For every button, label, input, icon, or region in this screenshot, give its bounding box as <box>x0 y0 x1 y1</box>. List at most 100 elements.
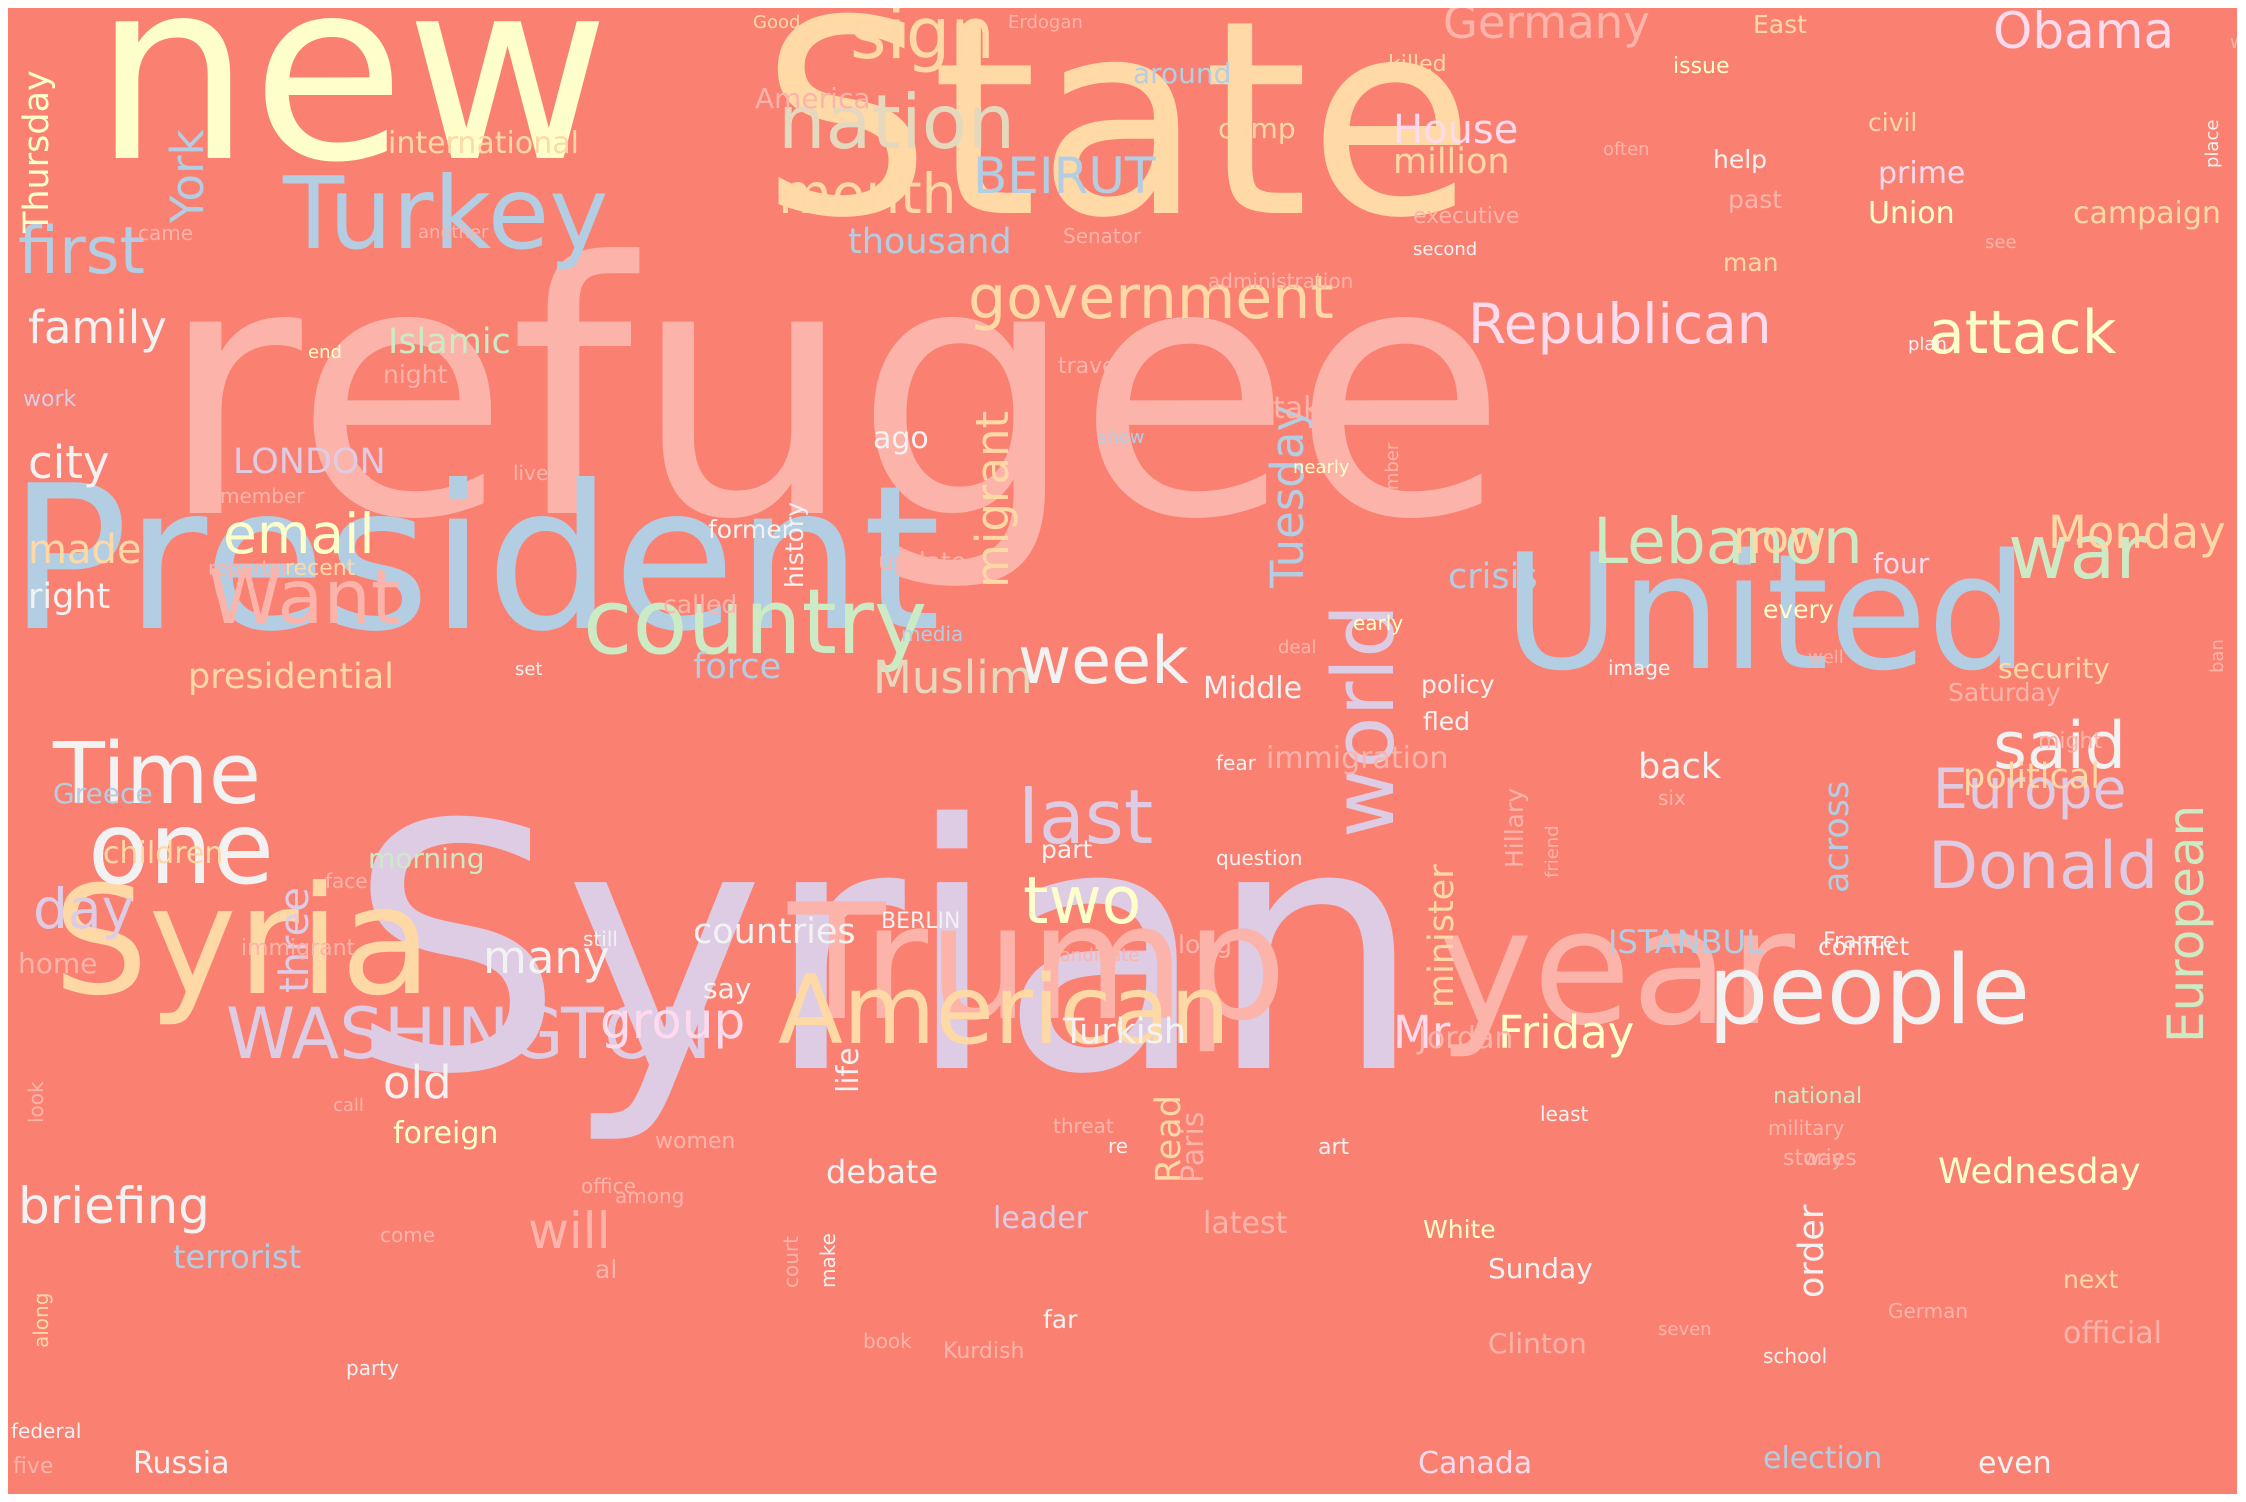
cloud-word: European <box>2157 805 2215 1043</box>
cloud-word: came <box>138 221 193 245</box>
cloud-word: stories <box>1783 1146 1857 1171</box>
cloud-word: Thursday <box>17 70 57 234</box>
cloud-word: re <box>1108 1134 1128 1158</box>
cloud-word: prime <box>1878 156 1965 191</box>
cloud-word: Trump <box>787 869 1287 1056</box>
cloud-word: order <box>1792 1204 1832 1298</box>
cloud-word: BEIRUT <box>973 147 1156 205</box>
cloud-word: Union <box>1868 196 1955 231</box>
cloud-word: federal <box>11 1419 81 1443</box>
cloud-word: latest <box>1203 1206 1288 1241</box>
cloud-word: four <box>1873 547 1930 580</box>
cloud-word: past <box>1728 185 1782 214</box>
cloud-word: minister <box>1422 864 1462 1008</box>
cloud-word: without <box>2230 32 2237 53</box>
cloud-word: America <box>755 82 871 115</box>
cloud-word: travel <box>1058 354 1122 379</box>
cloud-word: ISTANBUL <box>1608 923 1764 961</box>
cloud-word: killed <box>1388 52 1447 77</box>
cloud-word: plan <box>1908 334 1947 355</box>
cloud-word: issue <box>1673 54 1730 79</box>
cloud-word: presidential <box>188 657 394 697</box>
cloud-word: Germany <box>1443 8 1650 49</box>
cloud-word: York <box>161 129 214 224</box>
cloud-word: official <box>2063 1316 2162 1351</box>
cloud-word: Obama <box>1993 8 2174 60</box>
cloud-word: German <box>1888 1299 1968 1323</box>
cloud-word: right <box>28 577 110 617</box>
cloud-word: Senator <box>1063 224 1142 248</box>
cloud-word: question <box>1216 846 1302 870</box>
cloud-word: least <box>1540 1102 1589 1126</box>
cloud-word: Wednesday <box>1938 1152 2141 1192</box>
cloud-word: children <box>103 836 223 871</box>
cloud-word: WASHINGTON <box>226 993 711 1075</box>
cloud-word: look <box>24 1081 48 1123</box>
cloud-word: Hillary <box>1500 788 1529 868</box>
cloud-word: old <box>383 1056 452 1109</box>
cloud-word: force <box>693 647 781 687</box>
cloud-word: briefing <box>18 1177 210 1235</box>
cloud-word: every <box>1763 595 1834 624</box>
cloud-word: Middle <box>1203 671 1302 706</box>
cloud-word: Kurdish <box>943 1339 1024 1364</box>
cloud-word: Canada <box>1418 1446 1532 1481</box>
cloud-word: home <box>18 947 97 980</box>
cloud-word: Republican <box>1468 292 1772 356</box>
cloud-word: al <box>595 1255 617 1284</box>
cloud-word: reporter <box>208 556 290 580</box>
cloud-word: Good <box>753 12 800 33</box>
cloud-word: see <box>1985 232 2017 253</box>
cloud-word: day <box>33 877 134 941</box>
cloud-word: election <box>1763 1441 1882 1476</box>
cloud-word: week <box>1018 624 1189 699</box>
cloud-word: book <box>863 1329 912 1353</box>
cloud-word: deal <box>1278 637 1317 658</box>
cloud-word: threat <box>1053 1114 1114 1138</box>
cloud-word: work <box>23 387 76 412</box>
cloud-word: next <box>2063 1265 2119 1294</box>
cloud-word: year <box>1438 874 1795 1061</box>
cloud-word: court <box>779 1236 803 1288</box>
cloud-word: Friday <box>1498 1006 1634 1059</box>
cloud-word: candidate <box>1050 945 1139 966</box>
cloud-background <box>8 8 2237 1494</box>
cloud-word: political <box>1963 757 2100 797</box>
cloud-word: Europe <box>1933 757 2126 821</box>
cloud-word: six <box>1658 786 1686 810</box>
cloud-word: ban <box>2207 639 2228 673</box>
cloud-word: city <box>28 436 110 489</box>
cloud-word: security <box>1998 652 2110 685</box>
cloud-word: another <box>418 222 489 243</box>
cloud-word: back <box>1638 747 1722 787</box>
cloud-word: Tuesday <box>1261 405 1314 589</box>
cloud-word: one <box>88 790 274 907</box>
cloud-word: countries <box>693 912 856 952</box>
cloud-word: LONDON <box>233 442 386 482</box>
cloud-word: Saturday <box>1948 678 2061 707</box>
cloud-word: Want <box>208 553 400 641</box>
cloud-word: called <box>663 590 737 619</box>
cloud-word: Time <box>52 725 261 824</box>
cloud-word: women <box>655 1129 735 1154</box>
cloud-word: fled <box>1423 707 1470 736</box>
cloud-word: Erdogan <box>1008 12 1083 33</box>
cloud-word: five <box>13 1454 53 1479</box>
cloud-word: Clinton <box>1488 1327 1587 1360</box>
cloud-word: two <box>1023 864 1141 939</box>
cloud-word: might <box>2038 729 2102 754</box>
cloud-word: made <box>28 527 141 573</box>
cloud-word: family <box>28 301 167 354</box>
cloud-word: Syrian <box>348 753 1423 1149</box>
cloud-word: ago <box>873 421 929 456</box>
cloud-word: along <box>29 1293 53 1348</box>
cloud-word: Syria <box>53 855 432 1029</box>
cloud-word: many <box>483 931 610 984</box>
cloud-word: life <box>831 1047 866 1093</box>
cloud-word: art <box>1318 1135 1350 1160</box>
cloud-word: military <box>1768 1116 1844 1140</box>
cloud-word: civil <box>1868 108 1917 137</box>
cloud-word: part <box>1041 835 1092 864</box>
